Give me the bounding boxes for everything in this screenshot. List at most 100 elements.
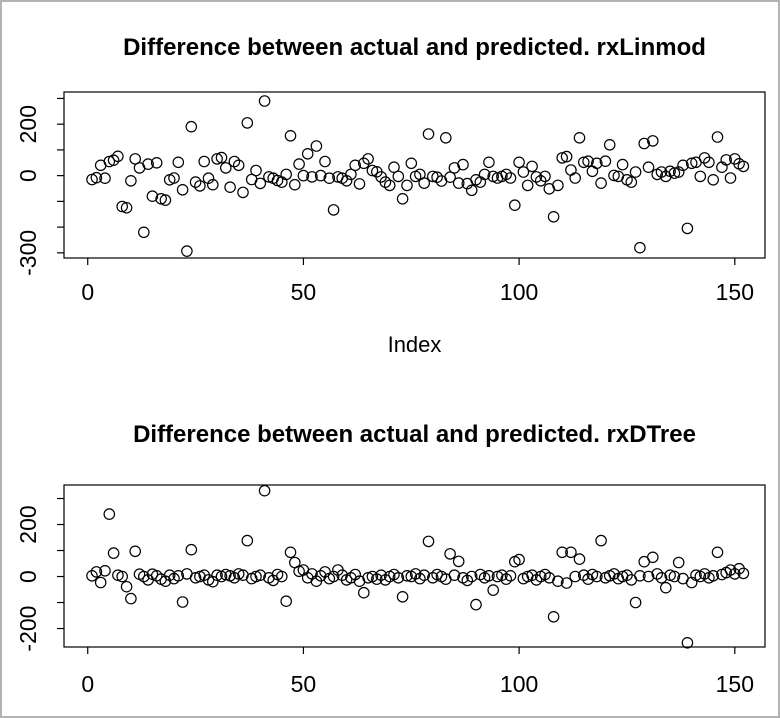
data-point xyxy=(452,177,465,189)
data-point xyxy=(530,171,543,183)
data-point xyxy=(155,193,167,205)
data-point xyxy=(737,567,750,580)
data-point xyxy=(573,553,586,565)
data-point xyxy=(547,611,560,623)
data-point xyxy=(327,570,340,583)
data-point xyxy=(513,156,525,169)
data-point xyxy=(491,570,504,583)
data-point xyxy=(232,159,245,172)
data-point xyxy=(258,484,271,497)
y-tick-label: 0 xyxy=(15,169,41,182)
data-point xyxy=(280,595,292,607)
data-point xyxy=(125,592,137,605)
data-point xyxy=(681,222,694,235)
data-point xyxy=(478,168,491,181)
data-point xyxy=(392,170,405,183)
data-point xyxy=(146,190,159,202)
data-point xyxy=(599,155,612,167)
data-point xyxy=(444,171,456,183)
data-point xyxy=(698,568,711,580)
data-point xyxy=(642,161,655,173)
data-point xyxy=(521,179,534,192)
data-point xyxy=(211,153,223,165)
data-point xyxy=(556,546,568,559)
data-point xyxy=(228,155,241,168)
x-tick-label: 50 xyxy=(291,279,317,305)
data-point xyxy=(526,160,538,173)
data-point xyxy=(357,586,370,599)
data-point xyxy=(457,158,469,171)
data-point xyxy=(629,596,642,609)
data-point xyxy=(646,135,659,147)
data-point xyxy=(297,169,310,182)
plot-box xyxy=(63,91,766,259)
data-point xyxy=(254,177,267,190)
data-point xyxy=(565,164,577,176)
data-point xyxy=(651,568,663,580)
data-point xyxy=(129,545,141,558)
data-point xyxy=(737,160,750,173)
data-point xyxy=(401,570,413,582)
data-point xyxy=(241,534,254,547)
x-tick-label: 100 xyxy=(500,671,538,697)
data-point xyxy=(698,152,711,164)
data-point xyxy=(327,204,340,216)
data-point xyxy=(668,570,681,583)
data-point xyxy=(483,156,495,169)
data-point xyxy=(513,553,525,566)
data-point xyxy=(573,132,586,144)
y-tick-label: 0 xyxy=(15,570,41,583)
top-chart-title: Difference between actual and predicted.… xyxy=(123,34,706,61)
data-point xyxy=(711,131,724,143)
data-point xyxy=(340,175,353,187)
data-point xyxy=(547,211,560,223)
data-point xyxy=(353,178,366,190)
data-point xyxy=(508,199,521,211)
data-point xyxy=(672,166,685,178)
data-point xyxy=(685,157,698,170)
data-point xyxy=(224,181,236,193)
data-point xyxy=(314,169,327,182)
data-point xyxy=(181,245,193,257)
data-point xyxy=(172,156,185,169)
data-point xyxy=(655,572,668,584)
data-point xyxy=(323,172,336,184)
data-point xyxy=(150,157,163,169)
data-point xyxy=(112,150,124,163)
data-point xyxy=(198,155,210,168)
data-point xyxy=(258,95,271,107)
y-tick-label: 200 xyxy=(15,505,41,543)
data-point xyxy=(215,151,228,164)
data-point xyxy=(681,636,694,649)
data-point xyxy=(288,178,301,191)
data-point xyxy=(569,172,581,184)
data-point xyxy=(577,569,590,581)
data-point xyxy=(422,128,435,140)
plot-box xyxy=(63,484,766,648)
data-point xyxy=(586,165,599,178)
data-point xyxy=(349,159,361,172)
data-point xyxy=(383,179,396,192)
data-point xyxy=(595,534,607,547)
data-point xyxy=(211,569,223,581)
data-point xyxy=(116,570,128,583)
data-point xyxy=(310,140,323,152)
data-point xyxy=(280,168,292,181)
data-point xyxy=(202,172,215,184)
data-point xyxy=(345,168,357,181)
x-tick-label: 0 xyxy=(81,279,94,305)
data-point xyxy=(487,584,499,596)
scatter-plot-rxdtree: 0 50 100 150 -200 0 200 xyxy=(15,484,766,697)
data-point xyxy=(465,184,478,197)
data-point xyxy=(362,572,374,584)
x-tick-label: 100 xyxy=(500,279,538,305)
data-point xyxy=(560,577,573,589)
data-point xyxy=(646,551,659,564)
data-point xyxy=(659,581,672,594)
data-point xyxy=(556,152,568,164)
data-point xyxy=(590,570,603,583)
data-point xyxy=(422,535,435,548)
data-point xyxy=(120,580,133,593)
data-point xyxy=(319,155,331,168)
